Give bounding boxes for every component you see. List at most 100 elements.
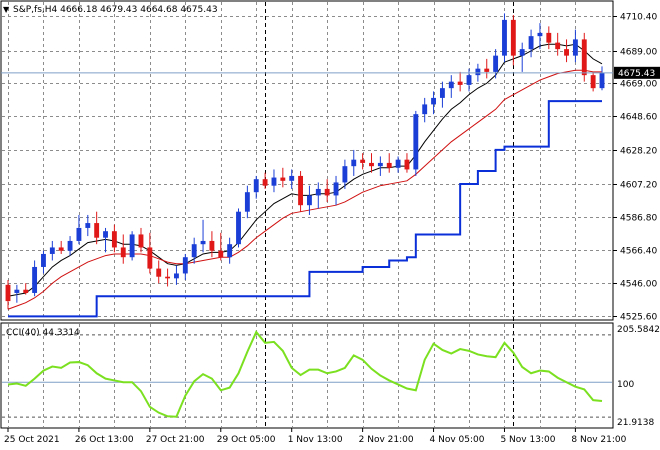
candle-body bbox=[528, 36, 534, 50]
price-tick-label: 4669.00 bbox=[620, 80, 657, 90]
time-tick-label: 1 Nov 13:00 bbox=[288, 435, 343, 445]
cci-indicator-line bbox=[7, 330, 603, 418]
candle bbox=[271, 169, 277, 193]
candle-body bbox=[599, 72, 605, 89]
candle bbox=[156, 260, 162, 284]
candle bbox=[422, 97, 428, 123]
cci-level-lines bbox=[2, 334, 612, 418]
price-axis: 4525.60 4546.00 4566.40 4586.80 4607.20 4628.… bbox=[613, 13, 657, 323]
candle-body bbox=[32, 266, 38, 293]
candle-body bbox=[386, 162, 392, 168]
candle-body bbox=[510, 19, 516, 56]
candle bbox=[484, 58, 490, 79]
candle bbox=[111, 224, 117, 253]
candle bbox=[590, 71, 596, 92]
candle bbox=[227, 237, 233, 264]
candle-body bbox=[448, 81, 454, 89]
trailing-stop-line bbox=[8, 100, 602, 318]
candle-body bbox=[537, 32, 543, 37]
time-tick-label: 26 Oct 13:00 bbox=[75, 435, 134, 445]
candle bbox=[360, 153, 366, 170]
price-tick-label: 4586.80 bbox=[620, 214, 657, 224]
candle bbox=[5, 279, 11, 310]
candle-body bbox=[555, 42, 561, 50]
candle-body bbox=[590, 75, 596, 89]
candle-body bbox=[564, 49, 569, 56]
candle-body bbox=[581, 39, 587, 76]
price-tick-label: 4628.20 bbox=[620, 147, 657, 157]
candle-body bbox=[315, 188, 321, 196]
candle-body bbox=[5, 284, 11, 302]
cci-level-low-label: 21.9138 bbox=[617, 418, 654, 428]
menu-marker-icon[interactable]: ▼ bbox=[3, 5, 10, 14]
cci-panel-frame bbox=[0, 322, 614, 429]
candle-body bbox=[67, 240, 73, 251]
candle bbox=[369, 153, 374, 173]
price-tick-label: 4525.60 bbox=[620, 313, 657, 323]
candle bbox=[564, 39, 569, 63]
candle-body bbox=[572, 39, 578, 56]
candle bbox=[510, 15, 516, 66]
candle bbox=[129, 231, 135, 261]
candle-body bbox=[85, 223, 91, 228]
candle bbox=[23, 283, 29, 295]
candle bbox=[413, 110, 419, 176]
candle-body bbox=[120, 247, 126, 258]
candle bbox=[599, 66, 605, 91]
candle-body bbox=[271, 177, 277, 186]
candle bbox=[315, 182, 321, 209]
time-tick-label: 27 Oct 21:00 bbox=[146, 435, 205, 445]
candle-body bbox=[431, 97, 436, 105]
candle bbox=[572, 29, 578, 63]
slow-moving-average bbox=[7, 69, 602, 310]
candle-body bbox=[502, 19, 507, 56]
candle bbox=[253, 175, 259, 199]
candle-body bbox=[41, 253, 46, 267]
candle-body bbox=[306, 195, 312, 206]
candle bbox=[493, 49, 499, 79]
candle-body bbox=[369, 162, 374, 167]
candle-body bbox=[280, 177, 286, 181]
candle-body bbox=[156, 268, 162, 277]
candle bbox=[395, 156, 401, 173]
candle-body bbox=[475, 68, 481, 76]
candle bbox=[85, 214, 91, 237]
candle-body bbox=[174, 273, 179, 279]
candle bbox=[76, 214, 82, 245]
candle-body bbox=[94, 223, 100, 238]
price-tick-label: 4546.00 bbox=[620, 280, 657, 290]
candle-body bbox=[227, 244, 233, 258]
candle bbox=[67, 236, 73, 256]
candle-body bbox=[23, 289, 29, 293]
candle-body bbox=[49, 247, 55, 254]
candle bbox=[431, 91, 436, 115]
candle-body bbox=[333, 182, 339, 196]
time-tick-label: 8 Nov 21:00 bbox=[571, 435, 626, 445]
candle bbox=[324, 179, 330, 202]
cci-level-100-label: 100 bbox=[617, 380, 634, 390]
candlestick-series bbox=[5, 13, 605, 310]
price-tick-label: 4710.40 bbox=[620, 13, 657, 23]
candle bbox=[236, 208, 241, 248]
candle bbox=[457, 71, 463, 92]
candle-body bbox=[138, 234, 144, 248]
candle bbox=[448, 75, 454, 98]
candle-body bbox=[191, 244, 197, 258]
time-tick-label: 25 Oct 2021 bbox=[4, 435, 60, 445]
candle-body bbox=[342, 166, 348, 183]
candle bbox=[191, 237, 197, 264]
fast-moving-average bbox=[7, 43, 603, 297]
candle-body bbox=[422, 104, 428, 115]
candle bbox=[218, 232, 224, 261]
price-tick-label: 4689.00 bbox=[620, 48, 657, 58]
price-panel-frame bbox=[0, 0, 614, 321]
candle bbox=[546, 26, 552, 50]
price-tick-label: 4566.40 bbox=[620, 247, 657, 257]
current-price-label: 4675.43 bbox=[618, 69, 655, 79]
candle bbox=[120, 234, 126, 264]
candle-body bbox=[182, 257, 188, 274]
candle bbox=[244, 185, 250, 219]
price-tick-label: 4607.20 bbox=[620, 181, 657, 191]
candle-body bbox=[546, 32, 552, 43]
candle bbox=[262, 172, 268, 189]
